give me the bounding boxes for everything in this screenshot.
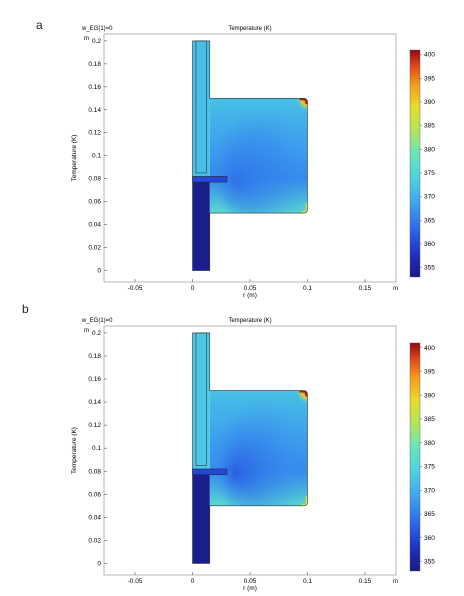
colorbar-tick-label: 385 xyxy=(424,123,435,130)
colorbar-tick-label: 400 xyxy=(424,52,435,59)
panel-letter-a: a xyxy=(36,18,43,32)
domain-outline xyxy=(192,40,308,271)
y-tick-label: 0 xyxy=(97,560,101,567)
hot-corner xyxy=(209,98,308,214)
hot-edge-bottom xyxy=(301,495,308,506)
y-tick-label: 0.02 xyxy=(88,245,101,252)
x-tick-label: 0.1 xyxy=(303,285,312,292)
x-tick-label: 0.1 xyxy=(303,578,312,585)
y-tick-label: 0.16 xyxy=(88,84,101,91)
x-tick-label: 0.05 xyxy=(244,578,257,585)
y-tick-label: 0.08 xyxy=(88,176,101,183)
x-tick-label: 0.15 xyxy=(359,578,372,585)
y-tick-label: 0.14 xyxy=(88,107,101,114)
y-axis-label: Temperature (K) xyxy=(71,135,78,182)
hot-edge-top xyxy=(299,390,308,397)
x-axis-label: r (m) xyxy=(243,292,257,299)
x-tick-label: 0.05 xyxy=(244,285,257,292)
colorbar-tick-label: 400 xyxy=(424,345,435,352)
x-unit: m xyxy=(393,286,398,292)
x-tick-label: 0.15 xyxy=(359,285,372,292)
hot-edge-bottom xyxy=(301,203,308,213)
y-tick-label: 0.06 xyxy=(88,199,101,206)
colorbar-tick-label: 365 xyxy=(424,511,435,518)
y-tick-label: 0.18 xyxy=(88,353,101,360)
colorbar-tick-label: 380 xyxy=(424,146,435,153)
nozzle-region xyxy=(192,176,228,183)
x-tick-label: 0 xyxy=(191,285,195,292)
chart-subtitle: w_EG(1)=0 xyxy=(81,26,113,32)
bottom-pipe-region xyxy=(192,178,210,271)
y-tick-label: 0.14 xyxy=(88,399,101,406)
colorbar-tick-label: 360 xyxy=(424,241,435,248)
colorbar-tick-label: 385 xyxy=(424,416,435,423)
x-axis-label: r (m) xyxy=(243,585,257,592)
y-tick-label: 0.08 xyxy=(88,468,101,475)
y-tick-label: 0.1 xyxy=(92,445,101,452)
colorbar-tick-label: 370 xyxy=(424,487,435,494)
y-tick-label: 0.2 xyxy=(92,38,101,45)
y-tick-label: 0.1 xyxy=(92,153,101,160)
chart-title: Temperature (K) xyxy=(228,26,271,32)
inner-tube-region xyxy=(195,332,207,466)
panel-letter-b: b xyxy=(22,302,29,316)
colorbar-tick-label: 395 xyxy=(424,75,435,82)
colorbar-tick-label: 360 xyxy=(424,535,435,542)
nozzle-region xyxy=(192,468,228,475)
y-tick-label: 0.04 xyxy=(88,222,101,229)
y-tick-label: 0.12 xyxy=(88,130,101,137)
colorbar-tick-label: 375 xyxy=(424,170,435,177)
chart-title: Temperature (K) xyxy=(228,318,271,324)
panel-a: w_EG(1)=0 Temperature (K) 0 0.02 0.04 0.06 0.0… xyxy=(71,26,435,299)
colorbar-tick-label: 390 xyxy=(424,99,435,106)
colorbar xyxy=(409,342,421,572)
y-tick-label: 0.18 xyxy=(88,61,101,68)
y-unit: m xyxy=(84,36,89,42)
y-tick-label: 0.12 xyxy=(88,422,101,429)
colorbar-tick-label: 380 xyxy=(424,440,435,447)
hot-corner xyxy=(209,390,308,506)
colorbar-tick-label: 390 xyxy=(424,392,435,399)
colorbar xyxy=(409,49,421,278)
y-unit: m xyxy=(84,328,89,334)
x-tick-label: 0 xyxy=(191,578,195,585)
colorbar-tick-label: 365 xyxy=(424,217,435,224)
domain-outline xyxy=(192,332,308,564)
y-tick-label: 0.16 xyxy=(88,376,101,383)
y-tick-label: 0.2 xyxy=(92,330,101,337)
panel-b: w_EG(1)=0 Temperature (K) 0 0.02 0.04 0.06 0.0… xyxy=(71,318,435,592)
chart-subtitle: w_EG(1)=0 xyxy=(81,318,113,324)
colorbar-tick-label: 375 xyxy=(424,464,435,471)
hot-edge-top xyxy=(299,98,308,105)
x-tick-label: -0.05 xyxy=(128,285,143,292)
colorbar-tick-label: 355 xyxy=(424,265,435,272)
y-tick-label: 0 xyxy=(97,268,101,275)
y-tick-label: 0.06 xyxy=(88,491,101,498)
bottom-pipe-region xyxy=(192,471,210,564)
x-tick-label: -0.05 xyxy=(128,578,143,585)
colorbar-tick-label: 355 xyxy=(424,559,435,566)
x-unit: m xyxy=(393,579,398,585)
y-tick-label: 0.02 xyxy=(88,537,101,544)
colorbar-tick-label: 370 xyxy=(424,194,435,201)
inner-tube-region xyxy=(195,40,207,174)
y-tick-label: 0.04 xyxy=(88,514,101,521)
y-axis-label: Temperature (K) xyxy=(71,427,78,474)
colorbar-tick-label: 395 xyxy=(424,369,435,376)
